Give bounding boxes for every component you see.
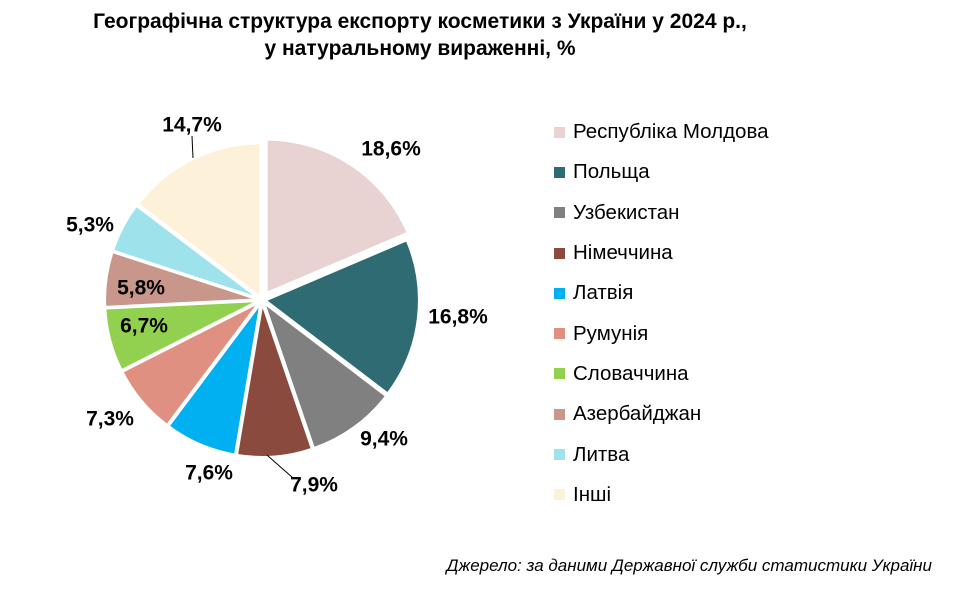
legend-item: Інші xyxy=(554,475,884,515)
chart-title-line-2: у натуральному вираженні, % xyxy=(264,37,576,60)
legend-label: Латвія xyxy=(573,281,634,305)
legend-label: Словаччина xyxy=(573,361,689,385)
pie-slice-4 xyxy=(235,302,314,459)
legend-label: Литва xyxy=(573,442,630,466)
legend-label: Інші xyxy=(573,482,612,506)
pie-slices xyxy=(103,138,421,459)
legend-item: Республіка Молдова xyxy=(554,112,884,152)
pie-slice-10 xyxy=(136,141,262,300)
data-label-5: 7,6% xyxy=(185,462,233,485)
source-note: Джерело: за даними Державної служби стат… xyxy=(446,556,932,575)
legend-swatch xyxy=(554,368,565,380)
chart-legend: Республіка Молдова Польща Узбекистан Німечч… xyxy=(554,112,884,515)
pie-slice-9 xyxy=(111,203,260,300)
legend-swatch xyxy=(554,247,565,259)
pie-slice-2 xyxy=(262,238,421,396)
pie-slice-3 xyxy=(261,299,389,450)
legend-item: Румунія xyxy=(554,313,884,353)
data-label-10: 14,7% xyxy=(162,114,222,137)
legend-item: Німеччина xyxy=(554,233,884,273)
data-label-9: 5,3% xyxy=(66,214,114,237)
data-label-2: 16,8% xyxy=(428,306,488,329)
legend-label: Республіка Молдова xyxy=(573,120,769,144)
data-label-4: 7,9% xyxy=(290,474,338,497)
leader-line xyxy=(266,454,294,479)
legend-item: Азербайджан xyxy=(554,394,884,434)
legend-swatch xyxy=(554,207,565,219)
data-label-7: 6,7% xyxy=(120,315,168,338)
legend-swatch xyxy=(554,408,565,420)
pie-slice-5 xyxy=(166,302,262,457)
data-label-6: 7,3% xyxy=(86,408,134,431)
legend-item: Словаччина xyxy=(554,354,884,394)
legend-item: Польща xyxy=(554,152,884,192)
legend-swatch xyxy=(554,126,565,138)
legend-label: Румунія xyxy=(573,321,649,345)
chart-title-line-1: Географічна структура експорту косметики… xyxy=(93,10,747,33)
pie-slice-7 xyxy=(103,299,260,373)
legend-item: Литва xyxy=(554,434,884,474)
legend-label: Азербайджан xyxy=(573,402,702,426)
leader-line xyxy=(191,135,194,159)
legend-swatch xyxy=(554,166,565,178)
legend-item: Латвія xyxy=(554,273,884,313)
legend-swatch xyxy=(554,328,565,340)
data-label-3: 9,4% xyxy=(360,428,408,451)
legend-swatch xyxy=(554,489,565,501)
legend-item: Узбекистан xyxy=(554,193,884,233)
pie-slice-6 xyxy=(120,300,261,428)
legend-label: Польща xyxy=(573,160,650,184)
chart-title: Географічна структура експорту косметики… xyxy=(0,8,840,62)
legend-swatch xyxy=(554,449,565,461)
legend-swatch xyxy=(554,287,565,299)
legend-label: Узбекистан xyxy=(573,200,680,224)
data-label-8: 5,8% xyxy=(117,277,165,300)
legend-label: Німеччина xyxy=(573,241,673,265)
data-label-1: 18,6% xyxy=(361,138,421,161)
pie-slice-1 xyxy=(265,138,410,296)
pie-data-labels: 18,6% 16,8% 9,4% 7,9% 7,6% 7,3% 6,7% 5,8% 5,3% 14… xyxy=(66,114,488,497)
